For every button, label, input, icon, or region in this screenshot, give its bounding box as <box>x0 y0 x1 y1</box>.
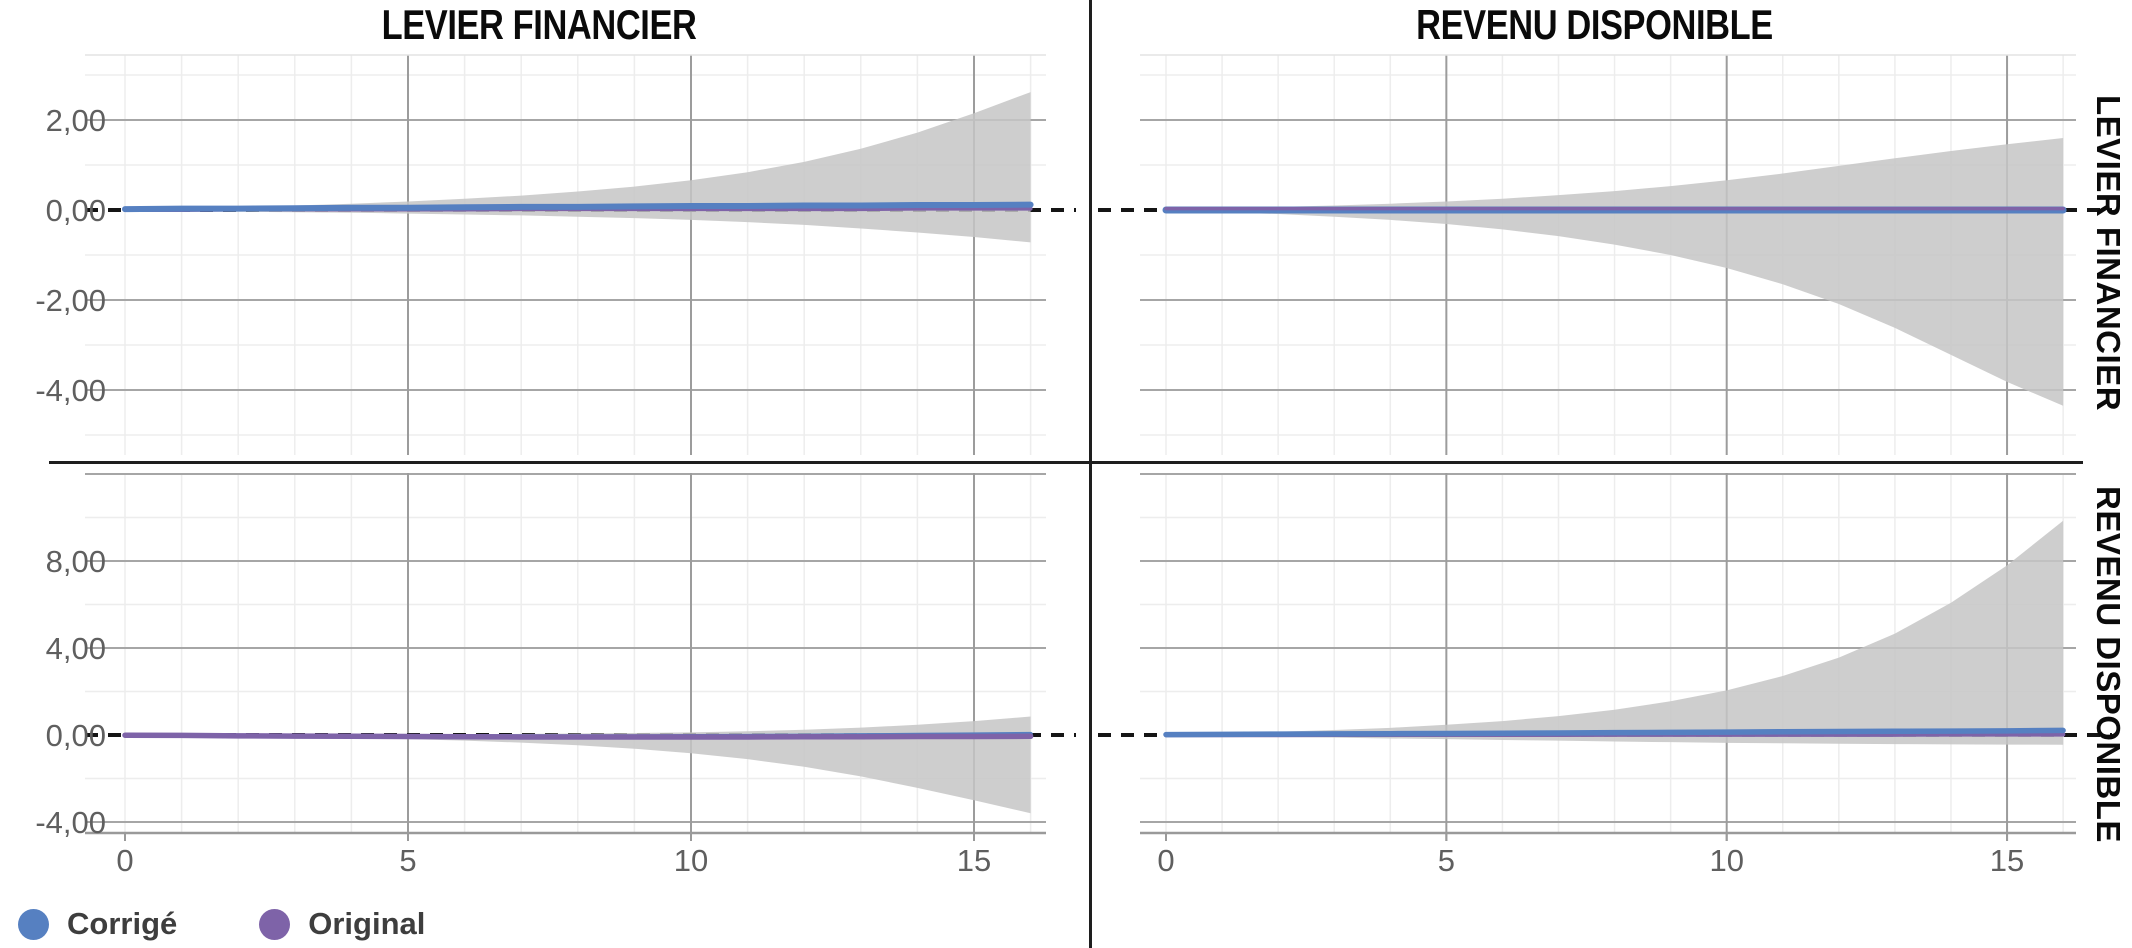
svg-text:15: 15 <box>957 843 991 878</box>
svg-text:8,00: 8,00 <box>46 544 106 579</box>
svg-text:0: 0 <box>1157 843 1174 878</box>
row-label-revenu-disponible: REVENU DISPONIBLE <box>2084 464 2132 864</box>
svg-text:-4,00: -4,00 <box>35 373 106 408</box>
svg-text:5: 5 <box>1438 843 1455 878</box>
legend-label-original: Original <box>308 906 426 941</box>
legend-swatch-corrige-icon <box>18 908 49 940</box>
svg-text:10: 10 <box>674 843 708 878</box>
svg-text:4,00: 4,00 <box>46 631 106 666</box>
svg-text:0: 0 <box>116 843 133 878</box>
legend-label-corrige: Corrigé <box>67 906 178 941</box>
svg-text:0,00: 0,00 <box>46 193 106 228</box>
svg-text:5: 5 <box>399 843 416 878</box>
row-label-text: LEVIER FINANCIER <box>2090 94 2127 412</box>
panel-revenu-x-levier <box>1098 54 2112 455</box>
column-title-text: LEVIER FINANCIER <box>381 1 697 48</box>
row-divider <box>49 461 2083 464</box>
legend: Corrigé Original <box>18 906 425 942</box>
column-title-revenu-disponible: REVENU DISPONIBLE <box>1094 1 2094 48</box>
column-title-levier-financier: LEVIER FINANCIER <box>0 1 1078 48</box>
legend-item-corrige: Corrigé <box>18 906 177 942</box>
panel-revenu-x-revenu: 0 5 10 15 <box>1098 473 2112 878</box>
panel-levier-x-levier: 2,00 0,00 -2,00 -4,00 <box>35 54 1076 455</box>
column-divider <box>1089 0 1092 948</box>
legend-swatch-original-icon <box>259 908 291 940</box>
legend-item-original: Original <box>259 906 425 942</box>
row-label-levier-financier: LEVIER FINANCIER <box>2084 45 2132 461</box>
svg-text:-2,00: -2,00 <box>35 283 106 318</box>
svg-text:-4,00: -4,00 <box>35 805 106 840</box>
svg-text:0,00: 0,00 <box>46 718 106 753</box>
row-label-text: REVENU DISPONIBLE <box>2090 485 2127 843</box>
panel-levier-x-revenu: 0 5 10 15 8,00 4,00 0,00 -4,00 <box>35 473 1076 878</box>
svg-text:15: 15 <box>1990 843 2024 878</box>
column-title-text: REVENU DISPONIBLE <box>1415 1 1773 48</box>
svg-text:10: 10 <box>1709 843 1743 878</box>
svg-text:2,00: 2,00 <box>46 103 106 138</box>
